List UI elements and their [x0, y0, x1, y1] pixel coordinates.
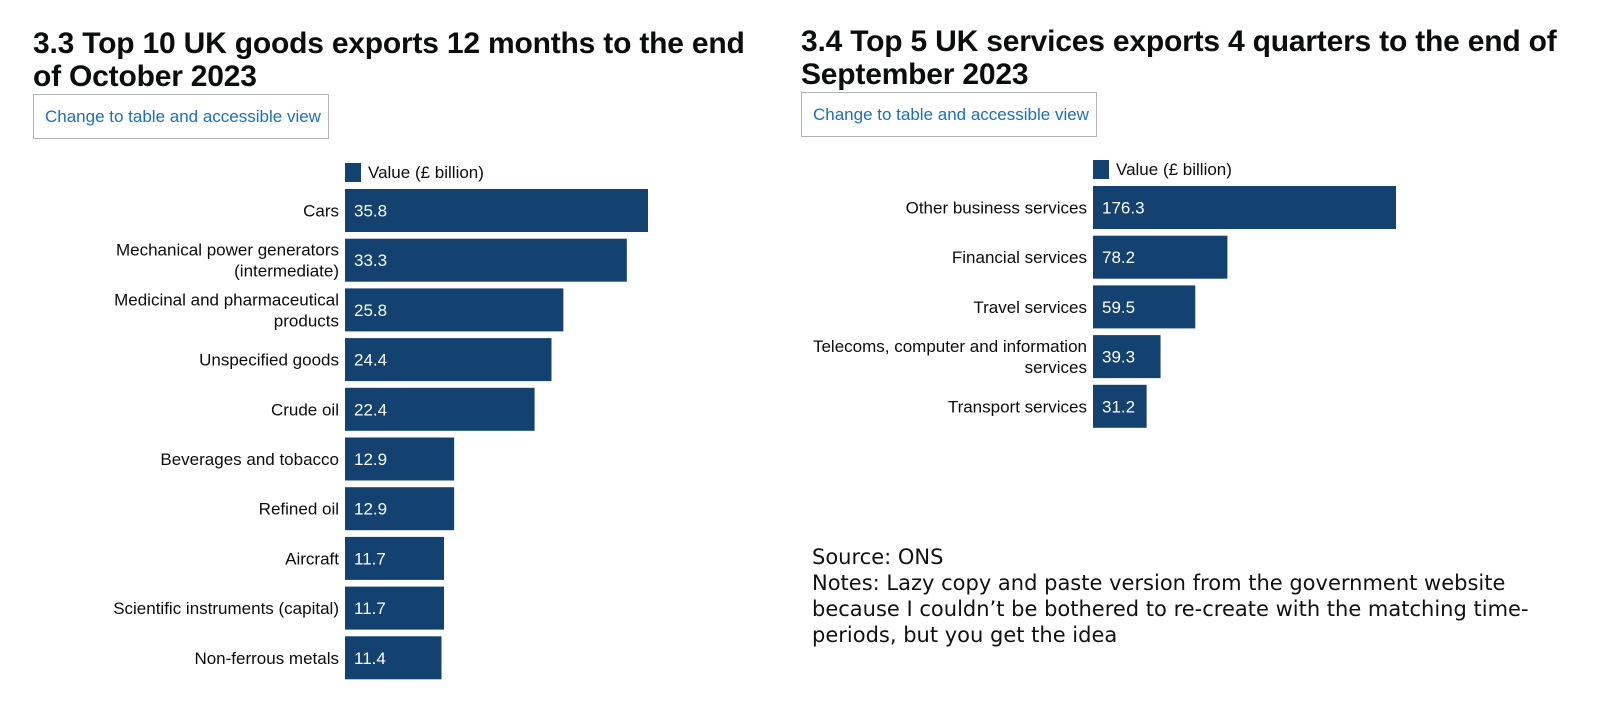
goods-value-label: 11.7 [354, 549, 386, 568]
services-bar [1093, 235, 1228, 279]
goods-legend-swatch [345, 163, 361, 182]
goods-category-label: Cars [303, 202, 339, 221]
goods-value-label: 35.8 [354, 202, 387, 221]
goods-chart-number: 3.3 [33, 27, 75, 60]
goods-chart-title-text: Top 10 UK goods exports 12 months to the… [33, 27, 745, 93]
services-category-label: Travel services [973, 298, 1087, 317]
services-bar [1093, 285, 1196, 329]
goods-value-label: 22.4 [354, 400, 387, 419]
goods-category-label: Non-ferrous metals [194, 649, 339, 668]
goods-bar [345, 437, 455, 481]
goods-bar [345, 238, 627, 282]
services-value-label: 39.3 [1102, 348, 1135, 367]
goods-category-label: Medicinal and pharmaceutical [114, 290, 339, 309]
goods-category-label: Unspecified goods [199, 351, 339, 370]
services-category-label: Financial services [952, 248, 1087, 267]
services-bar [1093, 384, 1147, 428]
services-value-label: 176.3 [1102, 199, 1145, 218]
services-category-label: services [1025, 358, 1087, 377]
goods-value-label: 11.4 [354, 649, 386, 668]
goods-bar [345, 536, 445, 580]
services-value-label: 78.2 [1102, 248, 1135, 267]
goods-category-label: Refined oil [259, 500, 339, 519]
goods-value-label: 25.8 [354, 301, 387, 320]
goods-category-label: (intermediate) [234, 262, 339, 281]
services-bar [1093, 186, 1396, 229]
goods-table-view-button[interactable]: Change to table and accessible view [33, 94, 329, 139]
services-bar [1093, 335, 1161, 379]
services-table-view-button[interactable]: Change to table and accessible view [801, 92, 1097, 137]
services-category-label: Transport services [948, 397, 1087, 416]
services-chart-title: 3.4 Top 5 UK services exports 4 quarters… [801, 25, 1571, 91]
source-text: Source: ONS [812, 545, 944, 569]
services-chart-title-text: Top 5 UK services exports 4 quarters to … [801, 25, 1557, 91]
services-chart-number: 3.4 [801, 25, 843, 58]
source-notes: Source: ONS Notes: Lazy copy and paste v… [812, 544, 1552, 648]
goods-category-label: products [274, 311, 339, 330]
notes-text: Notes: Lazy copy and paste version from … [812, 571, 1529, 647]
goods-category-label: Crude oil [271, 400, 339, 419]
goods-category-label: Mechanical power generators [116, 241, 339, 260]
services-value-label: 59.5 [1102, 298, 1135, 317]
goods-bar-chart: Value (£ billion) 35.8 Cars 33.3 Mechanical … [113, 163, 648, 680]
services-category-label: Other business services [906, 199, 1087, 218]
goods-value-label: 12.9 [354, 450, 387, 469]
goods-bar [345, 487, 455, 531]
goods-category-label: Aircraft [285, 549, 339, 568]
goods-bar [345, 387, 535, 431]
services-legend-label: Value (£ billion) [1116, 160, 1232, 179]
goods-bar [345, 288, 564, 332]
goods-bar [345, 636, 442, 680]
goods-bar [345, 189, 648, 232]
goods-value-label: 11.7 [354, 599, 386, 618]
services-legend-swatch [1093, 160, 1109, 179]
goods-value-label: 33.3 [354, 251, 387, 270]
goods-category-label: Scientific instruments (capital) [113, 599, 339, 618]
goods-category-label: Beverages and tobacco [160, 450, 339, 469]
goods-value-label: 12.9 [354, 500, 387, 519]
services-value-label: 31.2 [1102, 397, 1135, 416]
services-category-label: Telecoms, computer and information [813, 337, 1087, 356]
goods-chart-title: 3.3 Top 10 UK goods exports 12 months to… [33, 27, 763, 93]
services-bar-chart: Value (£ billion) 176.3 Other business ser… [813, 160, 1396, 428]
goods-legend-label: Value (£ billion) [368, 163, 484, 182]
goods-bar [345, 586, 445, 630]
goods-bar [345, 338, 552, 382]
goods-value-label: 24.4 [354, 351, 387, 370]
